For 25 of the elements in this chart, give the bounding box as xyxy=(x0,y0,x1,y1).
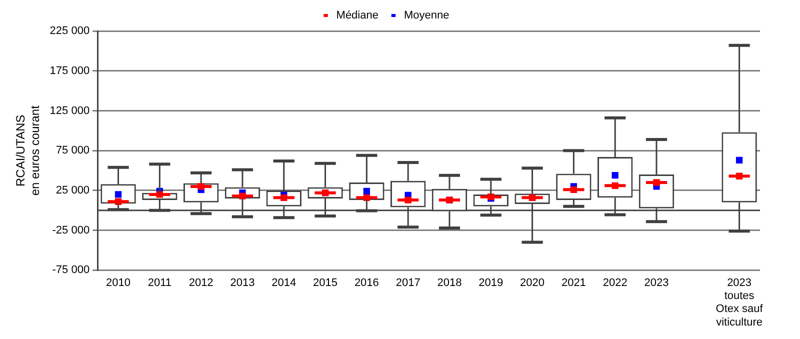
y-tick-label: 25 000 xyxy=(56,184,90,196)
x-tick-label: 2010 xyxy=(106,276,131,289)
x-tick-label: 2012 xyxy=(188,276,214,289)
x-tick-label: 2013 xyxy=(230,276,255,289)
x-tick-label: 2022 xyxy=(602,276,628,289)
x-tick-label: 2020 xyxy=(520,276,545,289)
x-tick-label: 2014 xyxy=(272,276,296,289)
x-tick-label: 2017 xyxy=(396,276,420,289)
y-axis-title: RCAI/UTANS en euros courant xyxy=(14,104,42,196)
y-tick-label: 225 000 xyxy=(50,25,90,38)
y-tick-label: 75 000 xyxy=(56,144,90,157)
x-tick-label: 2011 xyxy=(148,276,172,289)
x-tick-label: 2021 xyxy=(561,276,586,289)
legend-label: Médiane xyxy=(336,10,378,22)
y-tick-label: -25 000 xyxy=(52,224,90,236)
y-tick-label: 175 000 xyxy=(50,64,90,77)
x-tick-label: 2019 xyxy=(478,276,504,289)
x-tick-label: 2023 xyxy=(644,276,669,289)
legend-label: Moyenne xyxy=(404,10,450,22)
x-tick-label: 2015 xyxy=(313,276,338,289)
x-tick-label: 2016 xyxy=(354,276,379,289)
x-tick-label: 2023 toutes Otex sauf viticulture xyxy=(716,276,764,328)
x-tick-label: 2018 xyxy=(437,276,462,289)
y-tick-label: -75 000 xyxy=(52,264,90,276)
y-tick-label: 125 000 xyxy=(50,104,90,117)
